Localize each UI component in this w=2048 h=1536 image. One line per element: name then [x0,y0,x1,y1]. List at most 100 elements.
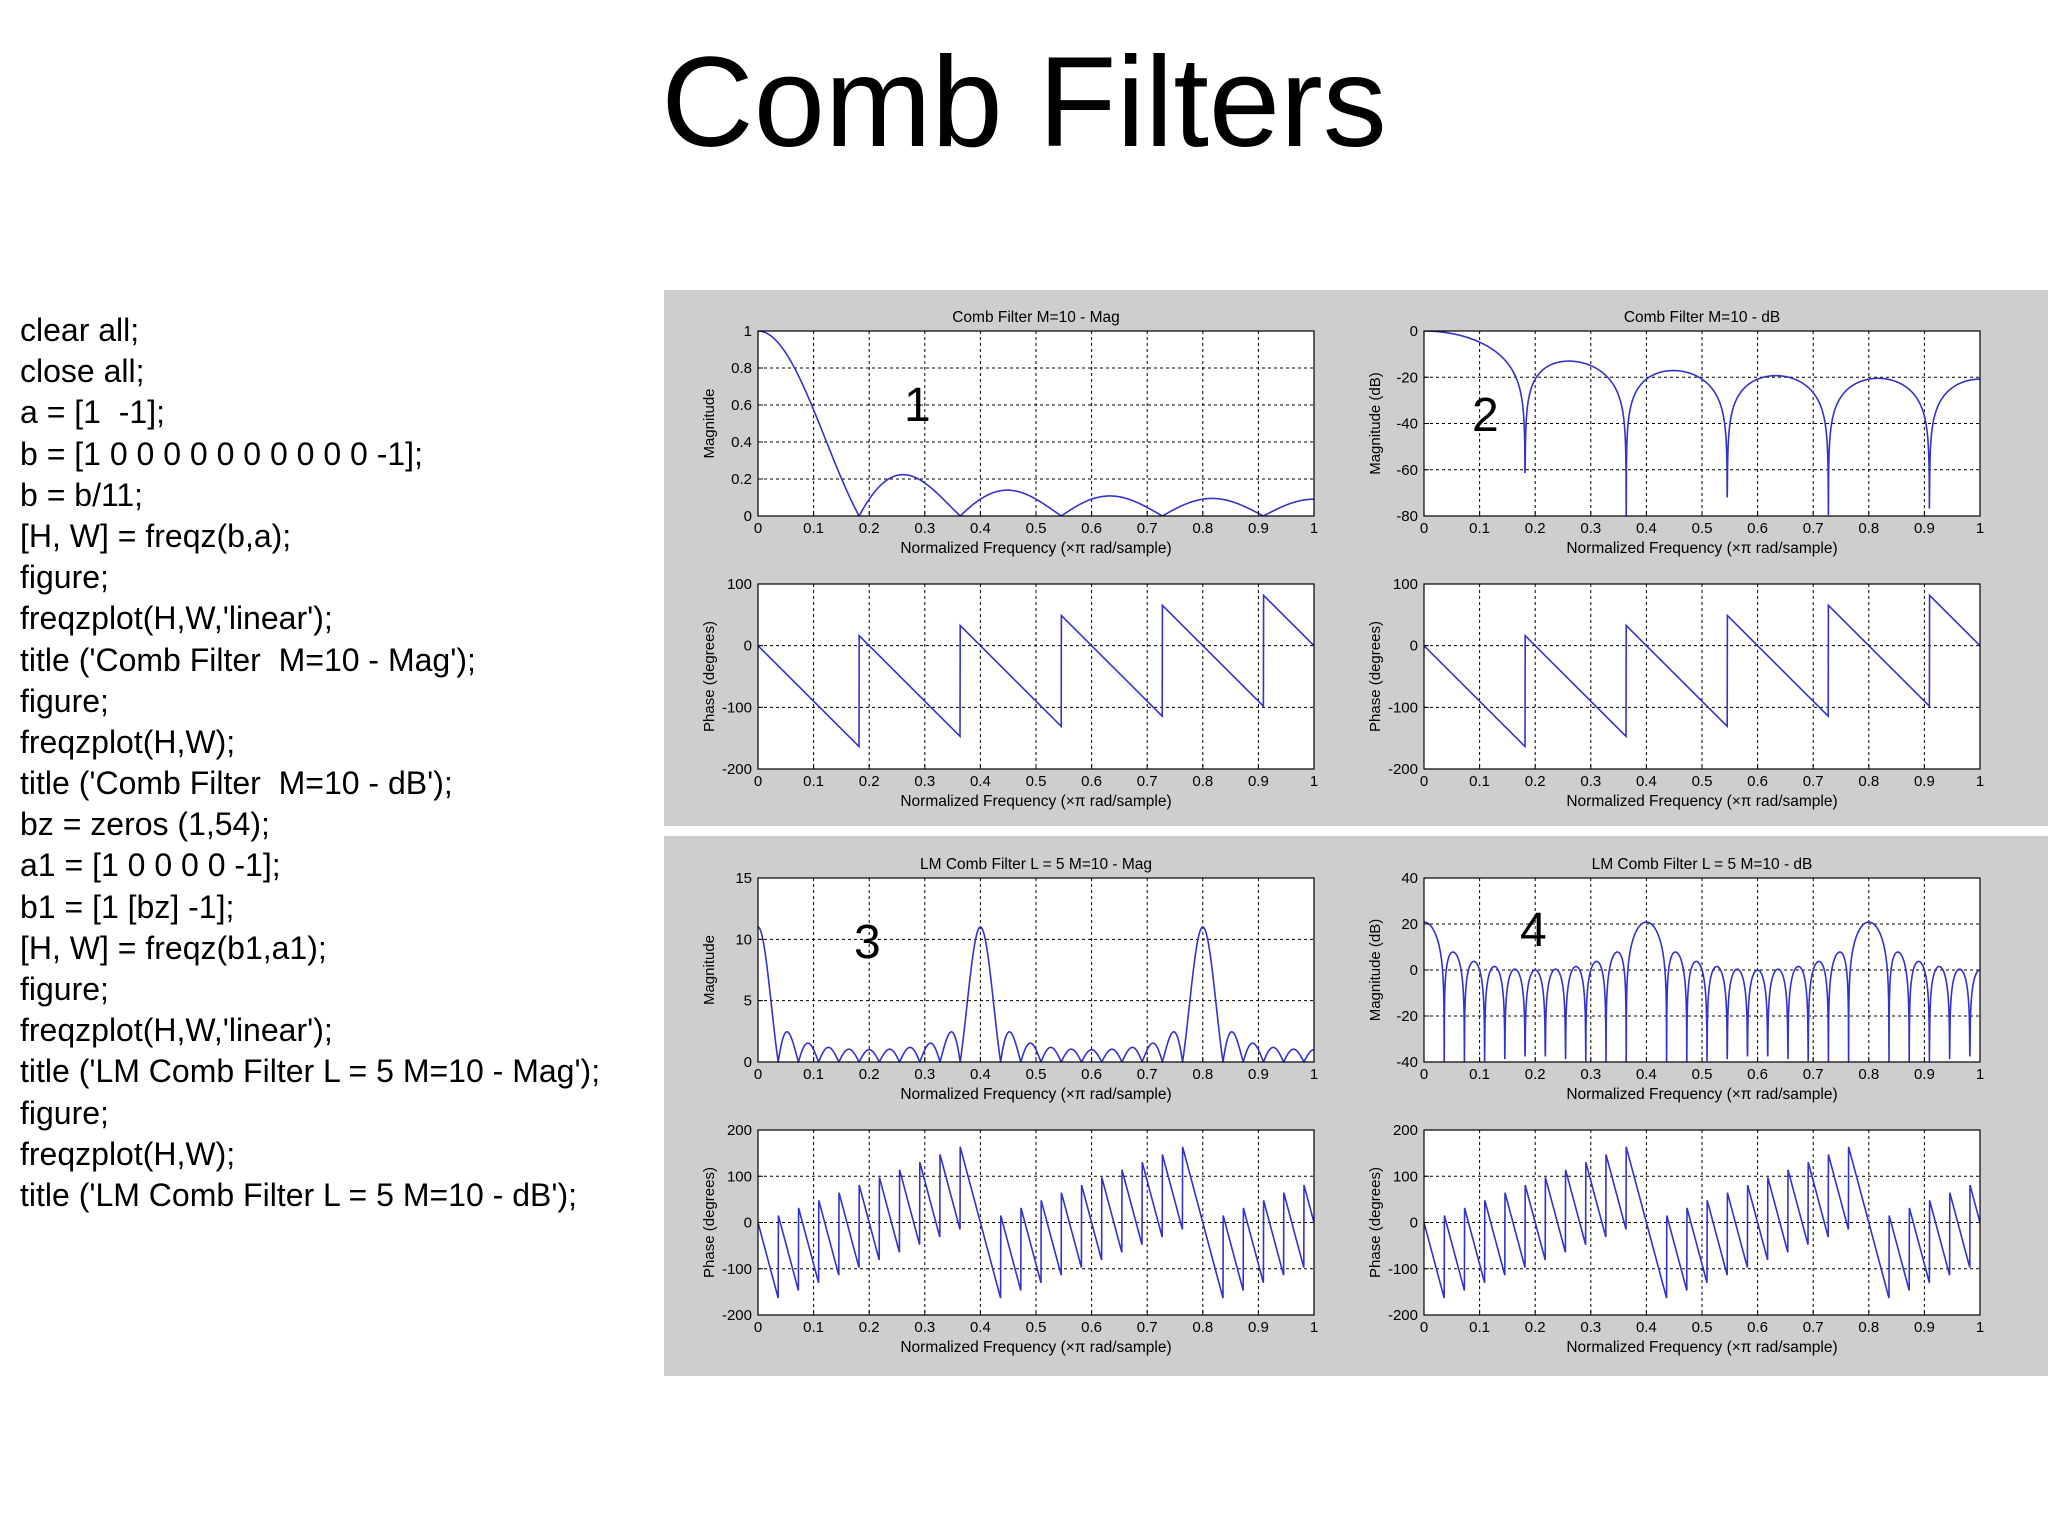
y-tick-label: 100 [727,576,752,593]
code-line: bz = zeros (1,54); [20,806,270,843]
x-tick-label: 0.6 [1747,773,1768,790]
code-line: freqzplot(H,W,'linear'); [20,600,333,637]
x-tick-label: 0.5 [1026,520,1047,537]
code-line: [H, W] = freqz(b,a); [20,517,292,554]
x-tick-label: 0.4 [970,773,991,790]
x-tick-label: 0.1 [803,1319,824,1336]
series-line [1424,1146,1980,1299]
x-tick-label: 0.3 [914,1319,935,1336]
code-line: [H, W] = freqz(b1,a1); [20,929,327,966]
x-tick-label: 0.4 [970,1066,991,1083]
x-tick-label: 0.1 [803,773,824,790]
x-tick-label: 0.1 [1469,1066,1490,1083]
x-tick-label: 0.2 [859,1066,880,1083]
x-tick-label: 0 [754,520,762,537]
y-axis-label: Phase (degrees) [701,621,718,732]
y-axis-label: Phase (degrees) [701,1167,718,1278]
y-axis-label: Magnitude (dB) [1367,372,1384,475]
x-tick-label: 0.2 [1525,773,1546,790]
x-tick-label: 0.3 [914,773,935,790]
y-tick-label: 0 [744,1215,752,1232]
code-line: b = b/11; [20,476,144,513]
x-tick-label: 1 [1310,520,1318,537]
y-tick-label: 1 [744,323,752,340]
x-tick-label: 1 [1310,1319,1318,1336]
code-line: title ('LM Comb Filter L = 5 M=10 - Mag'… [20,1053,601,1090]
chart-title: Comb Filter M=10 - dB [1624,309,1780,326]
x-tick-label: 0 [754,1319,762,1336]
x-tick-label: 0.5 [1026,1319,1047,1336]
x-tick-label: 0.3 [914,1066,935,1083]
x-tick-label: 0 [754,773,762,790]
x-tick-label: 0.3 [914,520,935,537]
x-tick-label: 0 [754,1066,762,1083]
y-tick-label: 0 [1410,638,1418,655]
x-tick-label: 0 [1420,773,1428,790]
x-tick-label: 0.3 [1580,1319,1601,1336]
x-tick-label: 0.6 [1747,1319,1768,1336]
y-tick-label: -100 [1388,699,1418,716]
chart-title: LM Comb Filter L = 5 M=10 - dB [1592,856,1813,873]
chart-title: LM Comb Filter L = 5 M=10 - Mag [920,856,1152,873]
y-tick-label: 0.2 [731,471,752,488]
code-line: a = [1 -1]; [20,394,165,431]
x-tick-label: 0.8 [1192,1066,1213,1083]
matlab-code-block: clear all; close all; a = [1 -1]; b = [1 0 … [20,310,660,1216]
x-tick-label: 0 [1420,1319,1428,1336]
code-line: figure; [20,682,109,719]
x-tick-label: 0.9 [1914,773,1935,790]
x-tick-label: 1 [1976,773,1984,790]
y-tick-label: -40 [1396,1054,1418,1071]
y-tick-label: 10 [735,931,752,948]
y-tick-label: -40 [1396,416,1418,433]
y-axis-label: Phase (degrees) [1367,621,1384,732]
y-tick-label: -20 [1396,369,1418,386]
y-tick-label: 40 [1401,870,1418,887]
series-line [1424,331,1980,516]
y-tick-label: 0.6 [731,397,752,414]
code-line: figure; [20,1094,109,1131]
y-tick-label: 0.8 [731,360,752,377]
x-tick-label: 0.1 [803,520,824,537]
x-tick-label: 0.1 [1469,520,1490,537]
x-tick-label: 0.9 [1248,1319,1269,1336]
y-axis-label: Magnitude [701,935,718,1005]
y-tick-label: -100 [722,1261,752,1278]
x-tick-label: 0.2 [859,520,880,537]
x-axis-label: Normalized Frequency (×π rad/sample) [1566,1339,1837,1356]
x-tick-label: 0.5 [1026,1066,1047,1083]
chart-fig2-phase: 0 0.1 0.2 0.3 0.4 0.5 0.6 0.7 0.8 0.9 1 -200 -100 0 10… [1367,576,1984,810]
series-line [758,926,1314,1062]
x-tick-label: 0.9 [1248,773,1269,790]
code-line: figure; [20,971,109,1007]
x-tick-label: 0.1 [803,1066,824,1083]
x-tick-label: 0.3 [1580,1066,1601,1083]
figure-number-label: 3 [854,916,881,969]
series-line [1424,921,1980,1062]
x-tick-label: 0.7 [1803,773,1824,790]
y-tick-label: 15 [735,870,752,887]
chart-fig3-phase: 0 0.1 0.2 0.3 0.4 0.5 0.6 0.7 0.8 0.9 1 -200 -100 0 10… [701,1122,1318,1356]
x-tick-label: 0.4 [970,520,991,537]
x-tick-label: 0.8 [1858,773,1879,790]
series-line [758,593,1314,749]
series-line [758,331,1314,516]
y-tick-label: 200 [1393,1122,1418,1139]
x-tick-label: 0.2 [859,1319,880,1336]
chart-fig4-db: 0 0.1 0.2 0.3 0.4 0.5 0.6 0.7 0.8 0.9 1 -40 -20 0 20 40… [1367,856,1984,1103]
code-line: b = [1 0 0 0 0 0 0 0 0 0 0 -1]; [20,435,423,472]
x-tick-label: 1 [1310,1066,1318,1083]
y-tick-label: 20 [1401,916,1418,933]
x-tick-label: 1 [1310,773,1318,790]
y-tick-label: 200 [727,1122,752,1139]
x-axis-label: Normalized Frequency (×π rad/sample) [1566,540,1837,557]
x-tick-label: 0.7 [1137,1319,1158,1336]
x-tick-label: 0.3 [1580,773,1601,790]
chart-fig3-mag: 0 0.1 0.2 0.3 0.4 0.5 0.6 0.7 0.8 0.9 1051015Norma… [701,856,1318,1103]
x-tick-label: 0.9 [1914,1319,1935,1336]
y-tick-label: -60 [1396,462,1418,479]
x-tick-label: 0.5 [1692,773,1713,790]
x-tick-label: 0.5 [1692,1066,1713,1083]
chart-fig2-db: 0 0.1 0.2 0.3 0.4 0.5 0.6 0.7 0.8 0.9 1 -80 -60 -40 -2… [1367,309,1984,557]
